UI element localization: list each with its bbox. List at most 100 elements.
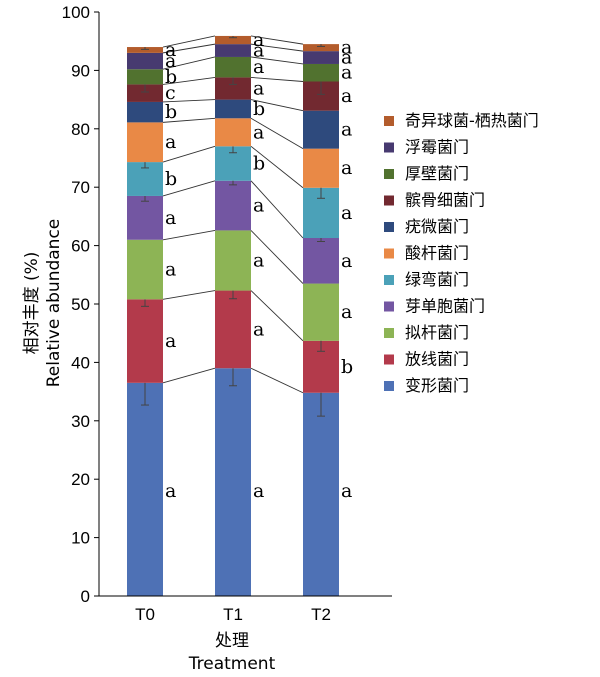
connector-line bbox=[250, 290, 304, 342]
y-axis-title: 相对丰度 (%) bbox=[22, 252, 42, 355]
bar-T0-10 bbox=[127, 52, 163, 70]
bar-T0-9 bbox=[127, 69, 163, 85]
bar-T0-1 bbox=[127, 382, 163, 596]
bar-T2-9 bbox=[303, 63, 339, 82]
bar-T1-1 bbox=[215, 368, 251, 596]
connector-line bbox=[162, 367, 216, 384]
legend-label: 放线菌门 bbox=[405, 350, 469, 369]
bar-T0-8 bbox=[127, 84, 163, 102]
connector-line bbox=[162, 35, 216, 48]
sig-letter: a bbox=[341, 37, 352, 59]
legend-label: 厚壁菌门 bbox=[405, 164, 469, 183]
legend-swatch bbox=[384, 328, 394, 338]
legend-swatch bbox=[384, 169, 394, 179]
sig-letter: a bbox=[341, 85, 352, 107]
connector-line bbox=[250, 56, 304, 65]
sig-letter: a bbox=[253, 40, 264, 62]
sig-letter: b bbox=[341, 356, 353, 378]
connector-line bbox=[162, 43, 216, 54]
connector-line bbox=[162, 117, 216, 123]
y-tick-label: 20 bbox=[71, 470, 90, 489]
bar-T0-4 bbox=[127, 195, 163, 240]
legend-swatch bbox=[384, 354, 394, 365]
bar-T2-6 bbox=[303, 148, 339, 188]
sig-letter: a bbox=[341, 250, 352, 272]
sig-letter: a bbox=[341, 119, 352, 141]
bar-T1-9 bbox=[215, 56, 251, 78]
connector-line bbox=[250, 367, 304, 394]
sig-letter: a bbox=[253, 56, 264, 78]
sig-letter: a bbox=[165, 259, 176, 281]
sig-letter: b bbox=[253, 98, 265, 120]
bar-T1-4 bbox=[215, 180, 251, 231]
sig-letter: a bbox=[253, 195, 264, 217]
connector-line bbox=[162, 76, 216, 85]
sig-letter: a bbox=[165, 39, 176, 61]
y-tick-label: 0 bbox=[81, 587, 90, 606]
sig-letter: a bbox=[341, 62, 352, 84]
connector-line bbox=[162, 56, 216, 70]
legend-label: 芽单胞菌门 bbox=[405, 297, 485, 316]
sig-letter: b bbox=[165, 66, 177, 88]
connector-line bbox=[250, 43, 304, 52]
bar-T2-11 bbox=[303, 44, 339, 52]
y-tick-label: 80 bbox=[71, 120, 90, 139]
legend-label: 奇异球菌-栖热菌门 bbox=[405, 111, 539, 130]
bar-T1-11 bbox=[215, 35, 251, 45]
y-tick-label: 10 bbox=[71, 529, 90, 548]
bar-T1-6 bbox=[215, 118, 251, 147]
legend-label: 疣微菌门 bbox=[405, 217, 469, 236]
legend-label: 髌骨细菌门 bbox=[405, 191, 485, 210]
sig-letter: a bbox=[253, 249, 264, 271]
legend-swatch bbox=[384, 116, 394, 126]
legend-label: 浮霉菌门 bbox=[405, 138, 469, 157]
sig-letter: a bbox=[165, 131, 176, 153]
y-tick-label: 100 bbox=[62, 3, 90, 22]
connector-line bbox=[162, 145, 216, 163]
bar-T0-7 bbox=[127, 101, 163, 123]
sig-letter: a bbox=[165, 50, 176, 72]
sig-letter: a bbox=[165, 330, 176, 352]
legend-label: 拟杆菌门 bbox=[405, 323, 469, 342]
bar-T1-7 bbox=[215, 99, 251, 119]
connector-line bbox=[162, 229, 216, 241]
bar-T1-2 bbox=[215, 290, 251, 369]
legend: 奇异球菌-栖热菌门浮霉菌门厚壁菌门髌骨细菌门疣微菌门酸杆菌门绿弯菌门芽单胞菌门拟… bbox=[384, 111, 539, 395]
legend-label: 酸杆菌门 bbox=[405, 244, 469, 263]
bar-T2-4 bbox=[303, 238, 339, 284]
x-axis-title: 处理 bbox=[215, 631, 249, 651]
connector-line bbox=[162, 99, 216, 103]
y-axis-title-en: Relative abundance bbox=[44, 219, 64, 388]
sig-letter: a bbox=[165, 207, 176, 229]
bar-T1-3 bbox=[215, 230, 251, 291]
bar-T2-1 bbox=[303, 392, 339, 596]
connector-line bbox=[162, 180, 216, 197]
bar-T0-3 bbox=[127, 239, 163, 300]
sig-letter: c bbox=[165, 82, 176, 104]
y-tick-label: 90 bbox=[71, 61, 90, 80]
legend-swatch bbox=[384, 275, 394, 285]
sig-letter: a bbox=[341, 47, 352, 69]
sig-letter: a bbox=[253, 318, 264, 340]
bar-T0-6 bbox=[127, 122, 163, 163]
connector-line bbox=[250, 230, 304, 284]
bar-T0-2 bbox=[127, 299, 163, 383]
connector-line bbox=[250, 35, 304, 45]
bar-T2-7 bbox=[303, 110, 339, 149]
legend-label: 变形菌门 bbox=[405, 376, 469, 395]
bar-T2-10 bbox=[303, 51, 339, 64]
legend-swatch bbox=[384, 195, 394, 206]
legend-label: 绿弯菌门 bbox=[405, 270, 469, 289]
connector-lines bbox=[162, 35, 304, 394]
error-bars bbox=[141, 35, 325, 417]
sig-letter: a bbox=[341, 480, 352, 502]
legend-swatch bbox=[384, 222, 394, 232]
y-tick-label: 60 bbox=[71, 237, 90, 256]
sig-letter: a bbox=[253, 78, 264, 100]
sig-letter: b bbox=[165, 168, 177, 190]
connector-line bbox=[250, 76, 304, 82]
y-tick-label: 50 bbox=[71, 295, 90, 314]
legend-swatch bbox=[384, 248, 394, 259]
bar-T1-8 bbox=[215, 77, 251, 100]
